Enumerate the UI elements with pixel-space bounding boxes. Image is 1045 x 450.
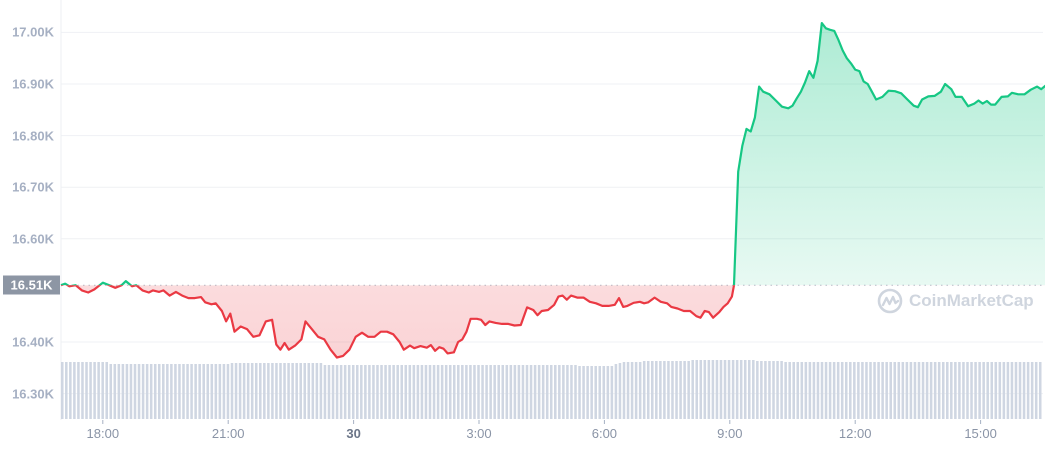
coinmarketcap-logo-icon [877, 288, 903, 314]
y-axis-label: 16.80K [12, 128, 54, 144]
y-axis-label: 16.30K [12, 386, 54, 402]
x-axis-label: 21:00 [211, 426, 245, 441]
y-axis-label: 16.70K [12, 179, 54, 195]
x-axis-label: 12:00 [838, 426, 872, 441]
x-axis-ticks [102, 420, 982, 424]
x-axis-label: 18:00 [86, 426, 120, 441]
baseline-price-badge: 16.51K [3, 275, 60, 295]
y-axis-label: 17.00K [12, 24, 54, 40]
x-axis-label: 15:00 [964, 426, 997, 441]
price-area-fill [61, 23, 1045, 358]
x-axis-label: 30 [346, 426, 361, 441]
coinmarketcap-watermark: CoinMarketCap [877, 288, 1034, 314]
volume-bars [61, 360, 1042, 419]
y-axis-label: 16.60K [12, 231, 54, 247]
x-axis-label: 9:00 [717, 426, 743, 441]
x-axis-label: 3:00 [466, 426, 492, 441]
y-axis-label: 16.90K [12, 76, 54, 92]
watermark-text: CoinMarketCap [909, 291, 1034, 310]
price-line [60, 22, 1045, 359]
x-axis-label: 6:00 [591, 426, 618, 441]
y-axis-label: 16.40K [12, 334, 54, 350]
